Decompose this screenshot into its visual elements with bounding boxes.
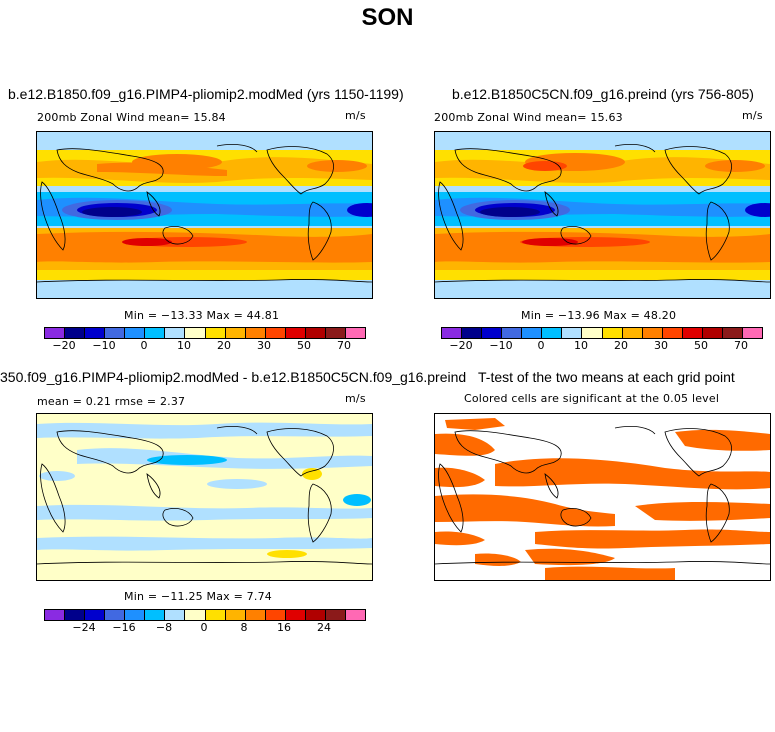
cbar-swatch: [305, 610, 326, 620]
cbar-diff-tick: 16: [277, 621, 291, 634]
colorbar-top-left: [44, 327, 366, 339]
cbar-swatch: [325, 328, 346, 338]
cbar-swatch: [225, 610, 246, 620]
panel-br-title: T-test of the two means at each grid poi…: [478, 369, 735, 385]
cbar-tr-tick: 20: [614, 339, 628, 352]
cbar-tr-tick: 50: [694, 339, 708, 352]
cbar-swatch: [502, 328, 523, 338]
cbar-swatch: [245, 610, 266, 620]
cbar-swatch: [225, 328, 246, 338]
cbar-swatch: [125, 328, 146, 338]
cbar-swatch: [265, 610, 286, 620]
cbar-swatch: [85, 328, 106, 338]
map-top-right: [434, 131, 771, 299]
colorbar-top-right: [441, 327, 763, 339]
cbar-swatch: [65, 610, 86, 620]
cbar-swatch: [602, 328, 623, 338]
cbar-tr-tick: 10: [574, 339, 588, 352]
map-ttest: [434, 413, 771, 581]
cbar-swatch: [662, 328, 683, 338]
map-bottom-left: [36, 413, 373, 581]
cbar-swatch: [442, 328, 463, 338]
cbar-tr-tick: 30: [654, 339, 668, 352]
cbar-swatch: [482, 328, 503, 338]
cbar-diff-tick: 0: [200, 621, 208, 634]
cbar-swatch: [285, 328, 306, 338]
cbar-diff-tick: −16: [112, 621, 136, 634]
panel-tl-minmax: Min = −13.33 Max = 44.81: [124, 309, 280, 322]
cbar-tl-tick: 20: [217, 339, 231, 352]
panel-br-subtitle: Colored cells are significant at the 0.0…: [464, 392, 720, 405]
cbar-swatch: [722, 328, 743, 338]
cbar-swatch: [265, 328, 286, 338]
cbar-tr-tick: 70: [734, 339, 748, 352]
cbar-swatch: [642, 328, 663, 338]
cbar-swatch: [462, 328, 483, 338]
panel-bl-subtitle: mean = 0.21 rmse = 2.37: [37, 395, 186, 408]
cbar-swatch: [85, 610, 106, 620]
cbar-swatch: [742, 328, 762, 338]
cbar-swatch: [345, 328, 365, 338]
cbar-swatch: [105, 610, 126, 620]
cbar-swatch: [562, 328, 583, 338]
cbar-swatch: [65, 328, 86, 338]
panel-bl-title: 350.f09_g16.PIMP4-pliomip2.modMed - b.e1…: [0, 369, 467, 385]
panel-bl-minmax: Min = −11.25 Max = 7.74: [124, 590, 272, 603]
cbar-swatch: [205, 328, 226, 338]
cbar-swatch: [185, 610, 206, 620]
cbar-tl-tick: 10: [177, 339, 191, 352]
cbar-swatch: [125, 610, 146, 620]
panel-tl-title: b.e12.B1850.f09_g16.PIMP4-pliomip2.modMe…: [8, 86, 404, 102]
cbar-tl-tick: 30: [257, 339, 271, 352]
panel-tr-subtitle: 200mb Zonal Wind mean= 15.63: [434, 111, 623, 124]
cbar-swatch: [622, 328, 643, 338]
panel-bl-units: m/s: [345, 392, 366, 405]
cbar-diff-tick: 8: [240, 621, 248, 634]
cbar-swatch: [285, 610, 306, 620]
panel-tl-units: m/s: [345, 109, 366, 122]
cbar-swatch: [325, 610, 346, 620]
cbar-tl-tick: 0: [140, 339, 148, 352]
colorbar-diff: [44, 609, 366, 621]
cbar-swatch: [542, 328, 563, 338]
cbar-diff-tick: −8: [155, 621, 173, 634]
cbar-tl-tick: 70: [337, 339, 351, 352]
cbar-tr-tick: 0: [537, 339, 545, 352]
cbar-swatch: [105, 328, 126, 338]
cbar-tl-tick: 50: [297, 339, 311, 352]
cbar-swatch: [702, 328, 723, 338]
cbar-tr-tick: −10: [489, 339, 513, 352]
cbar-swatch: [245, 328, 266, 338]
cbar-swatch: [522, 328, 543, 338]
cbar-swatch: [145, 328, 166, 338]
cbar-tr-tick: −20: [449, 339, 473, 352]
cbar-swatch: [305, 328, 326, 338]
cbar-swatch: [345, 610, 365, 620]
cbar-tl-tick: −10: [92, 339, 116, 352]
cbar-swatch: [682, 328, 703, 338]
panel-tl-subtitle: 200mb Zonal Wind mean= 15.84: [37, 111, 226, 124]
cbar-diff-tick: 24: [317, 621, 331, 634]
cbar-swatch: [582, 328, 603, 338]
cbar-diff-tick: −24: [72, 621, 96, 634]
panel-tr-minmax: Min = −13.96 Max = 48.20: [521, 309, 677, 322]
cbar-swatch: [45, 328, 66, 338]
cbar-tl-tick: −20: [52, 339, 76, 352]
map-top-left: [36, 131, 373, 299]
cbar-swatch: [165, 328, 186, 338]
cbar-swatch: [145, 610, 166, 620]
figure-title: SON: [361, 4, 414, 31]
cbar-swatch: [45, 610, 66, 620]
panel-tr-title: b.e12.B1850C5CN.f09_g16.preind (yrs 756-…: [452, 86, 754, 102]
cbar-swatch: [185, 328, 206, 338]
panel-tr-units: m/s: [742, 109, 763, 122]
cbar-swatch: [205, 610, 226, 620]
cbar-swatch: [165, 610, 186, 620]
